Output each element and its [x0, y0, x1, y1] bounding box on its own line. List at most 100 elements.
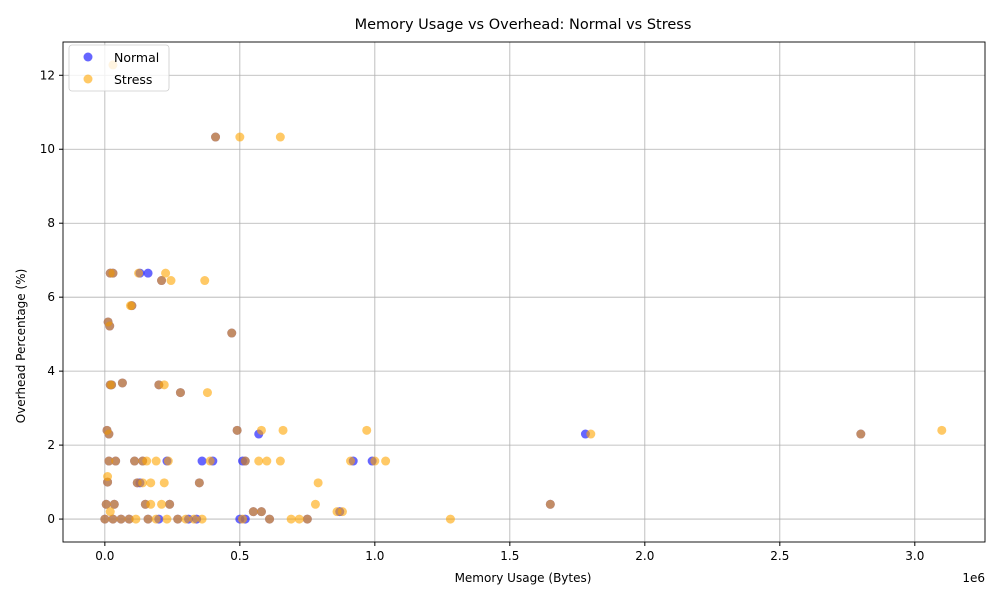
data-point-stress [173, 514, 183, 524]
data-point-stress [165, 499, 175, 509]
y-tick-label: 12 [40, 68, 55, 82]
x-tick-label: 2.5 [770, 549, 789, 563]
data-point-stress [175, 388, 185, 398]
data-point-stress [117, 378, 127, 388]
data-point-stress [108, 514, 118, 524]
data-point-stress [265, 514, 275, 524]
data-point-stress [181, 514, 191, 524]
data-point-stress [586, 429, 596, 439]
data-point-stress [370, 456, 380, 466]
data-point-stress [337, 507, 347, 517]
data-point-stress [275, 132, 285, 142]
data-point-stress [151, 456, 161, 466]
data-point-stress [157, 499, 167, 509]
data-point-stress [256, 507, 266, 517]
data-point-stress [107, 380, 117, 390]
grid-lines [63, 42, 985, 542]
x-tick-label: 1.0 [365, 549, 384, 563]
data-point-stress [101, 499, 111, 509]
data-point-stress [163, 456, 173, 466]
data-point-stress [205, 456, 215, 466]
y-tick-label: 2 [47, 438, 55, 452]
data-point-stress [256, 425, 266, 435]
data-point-stress [162, 514, 172, 524]
data-point-stress [346, 456, 356, 466]
data-point-stress [856, 429, 866, 439]
data-point-stress [278, 425, 288, 435]
data-point-stress [105, 507, 115, 517]
data-point-stress [232, 425, 242, 435]
data-point-stress [381, 456, 391, 466]
data-point-normal [197, 456, 207, 466]
data-points [100, 60, 947, 524]
data-point-stress [151, 514, 161, 524]
data-point-stress [445, 514, 455, 524]
x-tick-label: 3.0 [905, 549, 924, 563]
legend-label-stress: Stress [114, 72, 152, 87]
data-point-stress [105, 321, 115, 331]
x-tick-label: 0.5 [230, 549, 249, 563]
data-point-stress [262, 456, 272, 466]
data-point-stress [189, 514, 199, 524]
data-point-stress [238, 514, 248, 524]
data-point-stress [240, 456, 250, 466]
series-stress [100, 60, 947, 524]
x-axis-offset-label: 1e6 [962, 571, 985, 585]
data-point-stress [103, 472, 113, 482]
data-point-stress [100, 514, 110, 524]
data-point-stress [159, 380, 169, 390]
data-point-stress [161, 268, 171, 278]
y-tick-label: 6 [47, 290, 55, 304]
data-point-stress [116, 514, 126, 524]
data-point-stress [127, 301, 137, 311]
data-point-stress [362, 425, 372, 435]
x-axis-label: Memory Usage (Bytes) [455, 571, 592, 585]
data-point-stress [937, 425, 947, 435]
legend-box [68, 44, 170, 92]
data-point-stress [194, 478, 204, 488]
data-point-stress [275, 456, 285, 466]
x-tick-label: 0.0 [95, 549, 114, 563]
data-point-stress [124, 514, 134, 524]
data-point-stress [286, 514, 296, 524]
data-point-stress [146, 499, 156, 509]
plot-frame [62, 41, 986, 543]
axis-ticks: 0.0 0.5 1.0 1.5 2.0 2.5 3.0 0 2 4 6 8 10 12 [40, 68, 925, 563]
data-point-stress [254, 456, 264, 466]
legend-marker-stress [83, 74, 93, 84]
data-point-stress [159, 478, 169, 488]
x-tick-label: 1.5 [500, 549, 519, 563]
data-point-stress [313, 478, 323, 488]
y-tick-label: 8 [47, 216, 55, 230]
y-axis-label: Overhead Percentage (%) [14, 269, 28, 424]
data-point-stress [157, 276, 167, 286]
data-point-stress [143, 514, 153, 524]
data-point-stress [166, 276, 176, 286]
data-point-normal [143, 268, 153, 278]
data-point-stress [109, 499, 119, 509]
data-point-stress [142, 456, 152, 466]
data-point-stress [134, 268, 144, 278]
data-point-stress [310, 499, 320, 509]
data-point-stress [111, 456, 121, 466]
data-point-stress [294, 514, 304, 524]
data-point-stress [211, 132, 221, 142]
data-point-stress [104, 429, 114, 439]
chart-title: Memory Usage vs Overhead: Normal vs Stre… [355, 17, 692, 33]
data-point-stress [146, 478, 156, 488]
data-point-stress [131, 514, 141, 524]
data-point-stress [197, 514, 207, 524]
legend-label-normal: Normal [114, 50, 159, 65]
data-point-stress [108, 268, 118, 278]
data-point-stress [104, 456, 114, 466]
data-point-stress [235, 132, 245, 142]
x-tick-label: 2.0 [635, 549, 654, 563]
data-point-stress [130, 456, 140, 466]
data-point-stress [302, 514, 312, 524]
y-tick-label: 0 [47, 512, 55, 526]
y-tick-label: 10 [40, 142, 55, 156]
data-point-stress [200, 276, 210, 286]
data-point-stress [202, 388, 212, 398]
